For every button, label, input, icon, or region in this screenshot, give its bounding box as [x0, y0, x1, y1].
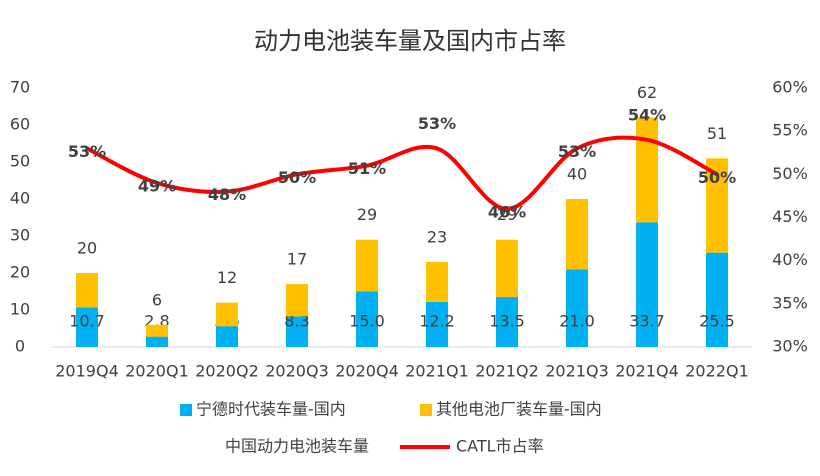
x-tick-label: 2020Q3: [265, 362, 329, 381]
total-label: 17: [287, 250, 307, 269]
y2-tick-label: 50%: [772, 164, 808, 183]
bar: [426, 301, 448, 347]
y-tick-label: 30: [10, 226, 30, 245]
bar: [636, 222, 658, 347]
x-tick-label: 2022Q1: [685, 362, 749, 381]
y-tick-label: 0: [15, 337, 25, 356]
bar: [216, 302, 238, 327]
line-label: 50%: [278, 168, 316, 187]
line-label: 46%: [488, 202, 526, 221]
bar: [76, 273, 98, 308]
y2-tick-label: 35%: [772, 293, 808, 312]
data-label: 15.0: [349, 312, 385, 331]
total-label: 51: [707, 124, 727, 143]
total-label: 20: [77, 239, 97, 258]
bar: [496, 297, 518, 347]
y2-tick-label: 45%: [772, 207, 808, 226]
line-label: 49%: [138, 176, 176, 195]
bar: [706, 158, 728, 253]
line-label: 53%: [418, 114, 456, 133]
total-label: 23: [427, 227, 447, 246]
y2-tick-label: 60%: [772, 78, 808, 97]
y-tick-label: 50: [10, 152, 30, 171]
y-tick-label: 60: [10, 115, 30, 134]
y2-tick-label: 55%: [772, 121, 808, 140]
legend-swatch: [420, 404, 432, 416]
y2-tick-label: 30%: [772, 337, 808, 356]
line-label: 48%: [208, 185, 246, 204]
x-tick-label: 2020Q1: [125, 362, 189, 381]
legend-label: 其他电池厂装车量-国内: [436, 400, 602, 419]
x-tick-label: 2020Q2: [195, 362, 259, 381]
bar: [706, 252, 728, 347]
total-label: 12: [217, 268, 237, 287]
y-tick-label: 70: [10, 78, 30, 97]
line: [86, 135, 718, 211]
bar: [286, 284, 308, 317]
line-label: 51%: [348, 159, 386, 178]
legend-swatch: [180, 404, 192, 416]
data-label: 33.7: [629, 312, 665, 331]
x-tick-label: 2021Q3: [545, 362, 609, 381]
bar: [356, 239, 378, 292]
total-label: 6: [152, 290, 162, 309]
legend-label: 中国动力电池装车量: [225, 437, 369, 456]
bar: [636, 117, 658, 223]
y-tick-label: 20: [10, 263, 30, 282]
y-tick-label: 40: [10, 189, 30, 208]
data-label: 13.5: [489, 312, 525, 331]
legend-label: CATL市占率: [456, 437, 544, 456]
bar: [146, 336, 168, 347]
bar: [146, 324, 168, 337]
y2-tick-label: 40%: [772, 250, 808, 269]
y-tick-label: 10: [10, 300, 30, 319]
bar: [356, 291, 378, 347]
data-label: 21.0: [559, 312, 595, 331]
x-tick-label: 2021Q2: [475, 362, 539, 381]
bar: [76, 307, 98, 347]
bar: [216, 326, 238, 347]
total-label: 40: [567, 165, 587, 184]
x-tick-label: 2021Q4: [615, 362, 679, 381]
x-tick-label: 2020Q4: [335, 362, 399, 381]
data-label: 10.7: [69, 312, 105, 331]
bar: [566, 269, 588, 347]
chart-title: 动力电池装车量及国内市占率: [254, 27, 566, 55]
total-label: 29: [357, 205, 377, 224]
bar: [566, 199, 588, 270]
line-label: 53%: [558, 142, 596, 161]
line-label: 54%: [628, 105, 666, 124]
data-label: 25.5: [699, 312, 735, 331]
legend-label: 宁德时代装车量-国内: [196, 400, 346, 419]
x-tick-label: 2021Q1: [405, 362, 469, 381]
bar: [426, 261, 448, 302]
bar: [286, 316, 308, 347]
bar: [496, 239, 518, 298]
line-label: 53%: [68, 142, 106, 161]
x-tick-label: 2019Q4: [55, 362, 119, 381]
total-label: 62: [637, 83, 657, 102]
data-label: 12.2: [419, 312, 455, 331]
line-label: 50%: [698, 168, 736, 187]
